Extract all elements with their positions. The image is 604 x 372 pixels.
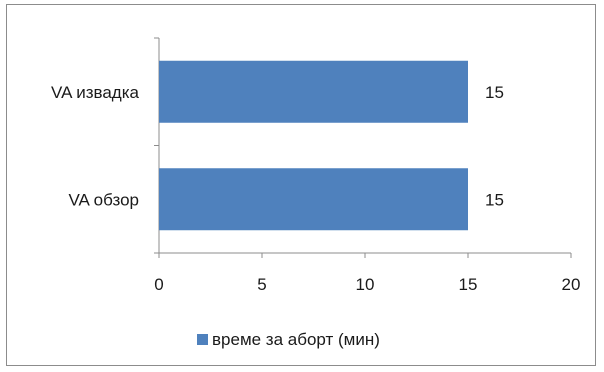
x-tick-label: 10 xyxy=(356,275,375,294)
x-tick-label: 15 xyxy=(459,275,478,294)
plot-area: VA извадка 15 VA обзор 15 0 5 10 15 20 xyxy=(51,37,581,294)
x-tick-label: 5 xyxy=(257,275,266,294)
bar xyxy=(159,60,468,123)
legend: време за аборт (мин) xyxy=(197,330,380,349)
x-tick-label: 20 xyxy=(562,275,581,294)
data-label: 15 xyxy=(485,190,504,209)
category-label: VA обзор xyxy=(68,190,139,209)
x-tick-label: 0 xyxy=(154,275,163,294)
bar xyxy=(159,168,468,231)
category-label: VA извадка xyxy=(51,83,140,102)
legend-swatch xyxy=(197,334,208,345)
data-label: 15 xyxy=(485,83,504,102)
legend-label: време за аборт (мин) xyxy=(212,330,380,349)
